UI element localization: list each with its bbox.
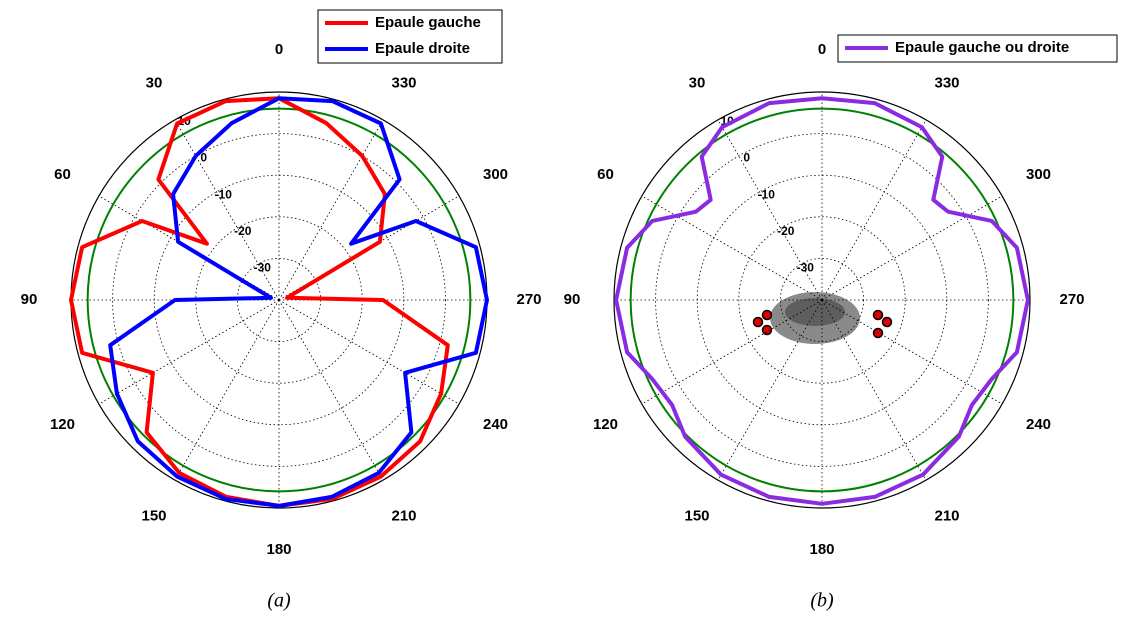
legend-label: Epaule gauche	[375, 14, 481, 31]
angle-grid-line	[821, 299, 1003, 405]
caption: (b)	[810, 590, 834, 612]
angle-grid-line	[278, 299, 460, 405]
radial-tick-label: -20	[777, 224, 795, 238]
radial-grid-circle	[738, 216, 906, 384]
legend-box	[317, 9, 503, 64]
angle-tick-label: 270	[516, 291, 541, 308]
series-line	[108, 96, 489, 508]
angle-tick-label: 210	[391, 507, 416, 524]
angle-tick-label: 30	[689, 74, 706, 91]
angle-grid-line	[821, 299, 927, 481]
reference-circle	[86, 107, 472, 493]
angle-tick-label: 60	[54, 166, 71, 183]
angle-tick-label: 270	[1059, 291, 1084, 308]
reference-circle	[629, 107, 1015, 493]
angle-grid-line	[174, 299, 280, 481]
radial-tick-label: 0	[200, 151, 207, 165]
radial-tick-label: -10	[758, 187, 776, 201]
torso-detail	[785, 298, 845, 326]
angle-tick-label: 120	[50, 416, 75, 433]
radial-grid-circle	[112, 133, 446, 467]
radial-tick-label: 0	[743, 151, 750, 165]
radial-grid-circle	[696, 174, 948, 426]
angle-grid-line	[174, 119, 280, 301]
angle-tick-label: 0	[818, 41, 826, 58]
radial-tick-label: -30	[254, 261, 272, 275]
angle-tick-label: 210	[934, 507, 959, 524]
polar-chart: 0 30 60 90 120 150 180 210 240 270 300 330 -30 -20 -10…	[21, 9, 542, 612]
angle-grid-line	[98, 299, 280, 405]
legend-label: Epaule droite	[375, 40, 470, 57]
legend-label: Epaule gauche ou droite	[895, 39, 1069, 56]
angle-tick-label: 90	[564, 291, 581, 308]
angle-tick-label: 330	[391, 74, 416, 91]
angle-grid-line	[821, 195, 1003, 301]
sensor-dots	[752, 309, 893, 339]
angle-tick-label: 60	[597, 166, 614, 183]
angle-tick-label: 180	[266, 541, 291, 558]
angle-tick-label: 330	[934, 74, 959, 91]
angle-grid-line	[278, 119, 384, 301]
series-line	[614, 96, 1030, 506]
angle-tick-label: 90	[21, 291, 38, 308]
angle-tick-label: 150	[141, 507, 166, 524]
angle-tick-label: 120	[593, 416, 618, 433]
angle-tick-label: 0	[275, 41, 283, 58]
angle-tick-label: 300	[483, 166, 508, 183]
angle-tick-label: 30	[146, 74, 163, 91]
radial-grid-circle	[153, 174, 405, 426]
radial-tick-label: -30	[797, 261, 815, 275]
radial-grid-circle	[780, 257, 865, 342]
angle-grid-line	[821, 119, 927, 301]
angle-tick-label: 240	[1026, 416, 1051, 433]
angle-grid-line	[641, 195, 823, 301]
angle-grid-line	[641, 299, 823, 405]
angle-grid-line	[278, 299, 384, 481]
outer-circle	[613, 91, 1031, 509]
radial-grid-circle	[655, 133, 989, 467]
angle-grid-line	[717, 119, 823, 301]
polar-chart: 0 30 60 90 120 150 180 210 240 270 300 330 -30 -20 -10…	[564, 34, 1118, 612]
caption: (a)	[267, 590, 291, 612]
angle-tick-label: 180	[809, 541, 834, 558]
angle-tick-label: 240	[483, 416, 508, 433]
angle-tick-label: 150	[684, 507, 709, 524]
angle-tick-label: 300	[1026, 166, 1051, 183]
radial-tick-label: -10	[215, 187, 233, 201]
radial-tick-label: -20	[234, 224, 252, 238]
angle-grid-line	[717, 299, 823, 481]
